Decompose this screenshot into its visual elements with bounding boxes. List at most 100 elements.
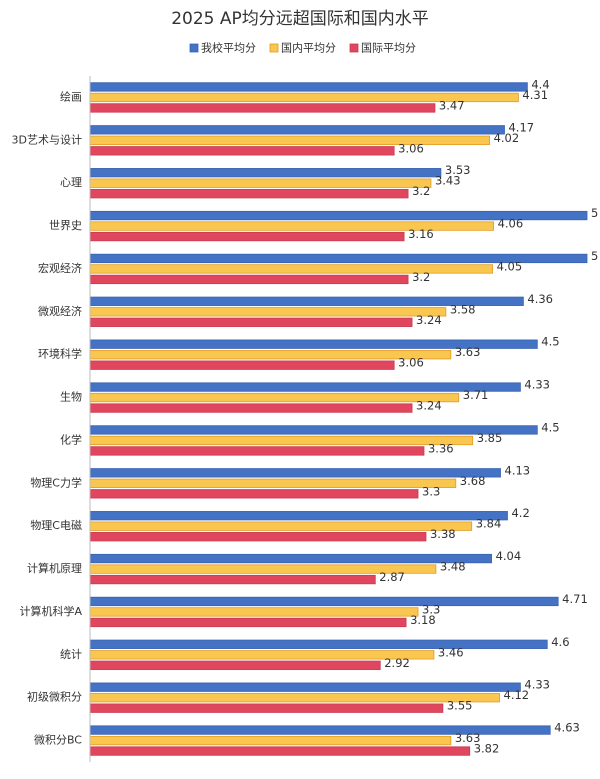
bar [89,489,419,499]
value-label: 4.2 [511,506,529,520]
legend-label: 我校平均分 [201,41,256,55]
bar [89,468,501,478]
bar [89,382,521,392]
bar [89,231,405,242]
value-label: 3.38 [430,527,456,541]
value-label: 4.6 [551,635,569,649]
y-tick-label: 世界史 [49,219,82,232]
value-label: 3.71 [463,388,489,402]
y-tick-label: 环境科学 [38,347,82,361]
value-label: 4.12 [504,688,530,702]
bar [89,521,473,531]
bar [89,82,528,92]
value-label: 3.58 [450,302,476,316]
value-label: 3.24 [416,399,442,413]
value-label: 3.63 [455,345,481,359]
value-label: 4.06 [498,217,524,231]
value-label: 4.05 [497,259,523,273]
bar [89,403,413,413]
bar [89,639,548,649]
value-label: 3.36 [428,441,454,455]
value-label: 3.47 [439,98,465,112]
bar [89,703,444,713]
value-label: 3.68 [460,474,486,488]
value-label: 3.55 [447,699,473,713]
bar [89,350,452,360]
bar [89,596,559,607]
value-label: 4.63 [554,721,580,735]
bar [89,360,395,370]
y-tick-label: 化学 [60,432,82,446]
bar [89,607,419,617]
bar [89,146,395,156]
bar [89,746,471,756]
bar [89,435,474,446]
value-label: 4.5 [541,335,559,349]
legend-label: 国际平均分 [361,42,416,55]
value-label: 4.02 [494,131,520,145]
bar [89,264,493,274]
bar [89,178,432,188]
bar [89,135,490,145]
y-tick-label: 物理C电磁 [30,518,82,532]
y-tick-label: 物理C力学 [30,475,82,489]
bar [89,307,447,317]
bar [89,511,508,521]
value-label: 4.17 [508,120,534,134]
bar [89,553,492,564]
value-label: 2.92 [384,656,410,670]
bar [89,574,376,585]
bar [89,189,409,199]
value-label: 3.84 [476,517,502,531]
bar [89,478,457,488]
bar [89,168,442,178]
value-label: 3.18 [410,613,436,627]
value-label: 5 [591,206,598,220]
bar [89,125,505,135]
value-label: 5 [591,249,598,263]
y-tick-label: 生物 [60,390,82,404]
chart-title: 2025 AP均分远超国际和国内水平 [171,9,429,29]
bar [89,446,425,456]
value-label: 3.3 [422,484,440,498]
bar [89,317,413,327]
legend-swatch [189,43,199,53]
value-label: 4.33 [524,678,550,692]
bar [89,660,381,670]
value-label: 3.06 [398,356,424,370]
value-label: 4.31 [522,88,548,102]
bar [89,725,551,735]
y-tick-label: 统计 [60,648,82,661]
bar [89,735,452,746]
y-tick-label: 计算机科学A [19,604,82,618]
y-tick-label: 3D艺术与设计 [12,133,82,146]
value-label: 3.24 [416,313,442,327]
y-tick-label: 计算机原理 [27,561,82,575]
value-label: 4.33 [524,378,550,392]
legend-label: 国内平均分 [281,41,336,55]
y-tick-label: 宏观经济 [38,261,82,275]
legend-swatch [349,43,359,53]
bar [89,425,538,435]
y-tick-label: 初级微积分 [27,690,82,704]
legend-swatch [269,43,279,53]
bar [89,392,460,403]
value-label: 3.63 [455,731,481,745]
value-label: 3.3 [422,602,440,616]
y-tick-label: 心理 [60,176,82,189]
value-label: 4.13 [505,463,531,477]
value-label: 3.16 [408,227,434,241]
value-label: 3.46 [438,645,464,659]
bar [89,693,500,703]
value-label: 2.87 [379,570,405,584]
value-label: 4.71 [562,592,588,606]
y-tick-label: 绘画 [60,89,82,103]
value-label: 4.04 [496,549,522,563]
value-label: 3.2 [412,184,430,198]
y-tick-label: 微积分BC [34,733,82,747]
value-label: 3.06 [398,141,424,155]
value-label: 4.5 [541,420,559,434]
bar [89,682,521,692]
